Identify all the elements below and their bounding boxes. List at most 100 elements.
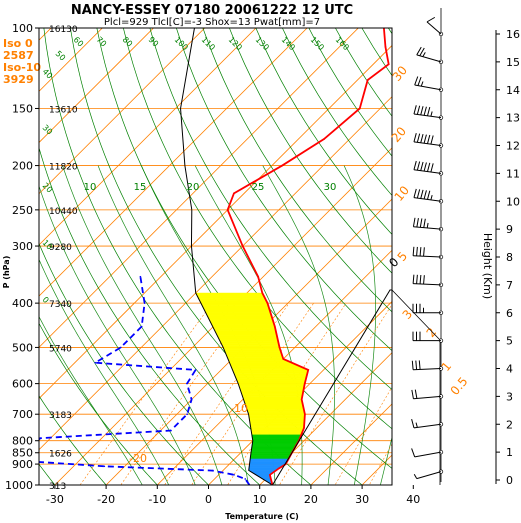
isotherm-line [39,28,155,144]
area-slice [242,397,303,400]
temperature-point [226,209,229,211]
wind-barb-half-feather [420,81,424,87]
dry-adiabat [149,28,392,391]
dry-adiabat-label: 20 [41,181,55,195]
moist-adiabat [39,185,196,485]
area-slice [195,292,264,296]
wind-barb-half-feather [430,194,433,201]
area-slice [235,376,307,379]
area-slice [246,409,305,412]
dry-adiabat-label: 120 [227,35,244,52]
area-slice [247,412,306,415]
temperature-point [358,107,361,110]
chart-title: NANCY-ESSEY 07180 20061222 12 UTC [71,3,353,18]
geopotential-label: 13610 [49,105,78,115]
height-tick-label: 6 [506,307,513,320]
wind-barb-feather [430,135,434,145]
area-slice [227,358,288,362]
wind-barb [426,16,444,37]
area-slice [239,386,305,389]
temperature-point [303,427,305,429]
isotherm-label: -10 [230,402,248,415]
temperature-point [282,358,285,360]
x-tick-label: 10 [253,493,267,506]
area-slice [248,415,306,418]
area-slice [230,366,305,369]
x-tick-label: 0 [205,493,212,506]
temperature-point [281,164,283,167]
dry-adiabat [202,28,392,313]
temperature-point [323,138,325,140]
area-slice [239,388,305,391]
dewpoint-point [143,302,146,304]
isotherm-line [54,147,392,485]
dewpoint-point [194,369,197,371]
dry-adiabat-label: 70 [95,35,109,49]
dry-adiabat-label: 30 [41,123,55,137]
area-slice [196,295,266,299]
wind-barb [412,303,444,315]
height-tick-label: 5 [506,335,513,348]
area-slice [241,394,303,397]
dry-adiabat [388,28,392,35]
pressure-tick-label: 100 [12,22,33,35]
height-tick-label: 1 [506,446,513,459]
dewpoint-point [39,437,42,440]
dry-adiabat [39,322,158,485]
wind-barb-feather [426,162,431,172]
wind-barb [413,188,444,204]
temperature-point [387,63,390,65]
pressure-tick-label: 800 [12,435,33,448]
temperature-point [304,413,306,416]
wind-barb [412,274,444,288]
x-tick-label: 30 [355,493,369,506]
wind-barb-feather [416,274,418,284]
height-tick-label: 8 [506,251,513,264]
geopotential-label: 16130 [49,25,78,35]
height-tick-label: 9 [506,223,513,236]
dewpoint-point [190,398,193,401]
area-slice [201,305,270,309]
dry-adiabat-label: 90 [147,35,161,49]
moist-adiabat [62,165,223,485]
wind-barb [412,217,444,232]
area-slice [245,406,304,409]
area-slice [237,383,306,386]
isotherm-line [39,28,103,92]
isotherm-line [39,28,206,195]
wind-barb-half-feather [422,52,426,57]
mixing-ratio-line [227,302,347,485]
wind-barb-feather [423,162,427,172]
mixing-ratio-label: 30 [390,63,411,84]
pressure-tick-label: 600 [12,378,33,391]
area-slice [199,300,268,304]
wind-barb-feather [426,190,431,200]
geopotential-label: 10440 [49,207,78,217]
area-slice [243,399,303,402]
wind-barb-feather [416,161,421,171]
area-slice [214,330,277,334]
moist-adiabat [262,165,335,485]
area-slice [232,371,309,374]
wind-barb [411,360,444,371]
mixing-ratio-line [79,302,213,485]
area-slice [243,400,303,403]
area-slice [217,337,278,340]
mixing-ratio-line [120,302,250,485]
temperature-point [307,369,310,371]
moist-adiabat-label: 25 [252,182,265,193]
area-slice [249,422,305,425]
wind-barb [412,246,444,260]
wind-barb-feather [412,274,415,284]
dewpoint-point [140,325,143,328]
dry-adiabat [70,28,363,485]
area-slice [205,312,272,316]
wind-barb-feather [411,389,414,399]
area-slice [203,307,271,311]
wind-barb [414,76,444,92]
area-slice [249,419,305,422]
wind-barb-shaft [414,84,442,91]
wind-barb-feather [411,419,415,429]
moist-adiabat [343,165,376,485]
moist-adiabat [39,315,143,485]
